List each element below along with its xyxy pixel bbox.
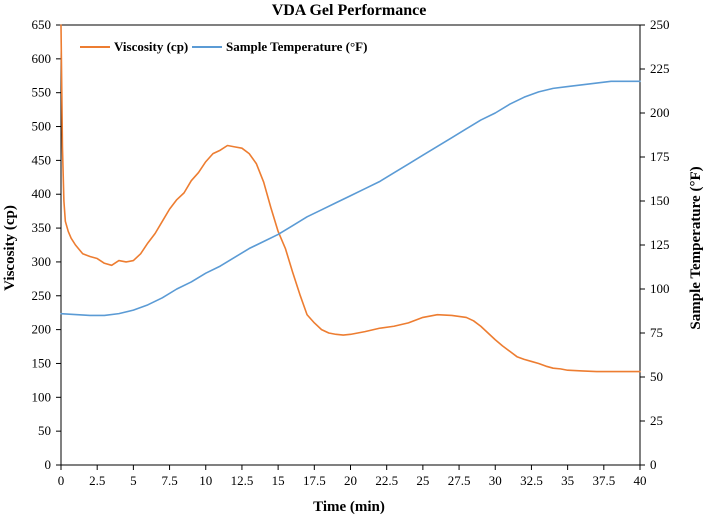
plot-area: 0501001502002503003504004505005506006500… [32, 17, 670, 488]
y2-tick-label: 0 [650, 457, 657, 472]
y-tick-label: 250 [32, 288, 52, 303]
y-tick-label: 50 [38, 423, 51, 438]
x-tick-label: 37.5 [592, 473, 615, 488]
x-tick-label: 20 [344, 473, 357, 488]
y2-tick-label: 175 [650, 149, 670, 164]
viscosity-series-line [60, 24, 641, 373]
x-tick-label: 5 [130, 473, 137, 488]
y-tick-label: 0 [45, 457, 52, 472]
y-tick-label: 500 [32, 119, 52, 134]
x-tick-label: 7.5 [161, 473, 177, 488]
x-tick-label: 2.5 [89, 473, 105, 488]
x-tick-label: 35 [561, 473, 574, 488]
plot-frame [60, 24, 641, 466]
legend-label-viscosity: Viscosity (cp) [114, 39, 188, 54]
y2-tick-label: 75 [650, 325, 663, 340]
y-tick-label: 600 [32, 51, 52, 66]
y-tick-label: 650 [32, 17, 52, 32]
y-tick-label: 550 [32, 85, 52, 100]
y-tick-label: 350 [32, 220, 52, 235]
x-tick-label: 0 [58, 473, 65, 488]
legend: Viscosity (cp) Sample Temperature (°F) [80, 39, 367, 54]
y-axis-title: Viscosity (cp) [2, 205, 18, 291]
y2-tick-label: 150 [650, 193, 670, 208]
x-tick-label: 25 [416, 473, 429, 488]
x-axis-title: Time (min) [313, 499, 385, 515]
x-tick-label: 15 [272, 473, 285, 488]
y-tick-label: 450 [32, 152, 52, 167]
x-tick-label: 27.5 [448, 473, 471, 488]
y2-tick-label: 250 [650, 17, 670, 32]
x-tick-label: 12.5 [231, 473, 254, 488]
y2-tick-label: 125 [650, 237, 670, 252]
legend-label-temperature: Sample Temperature (°F) [226, 39, 367, 54]
y-tick-label: 300 [32, 254, 52, 269]
x-tick-label: 17.5 [303, 473, 326, 488]
y-tick-label: 100 [32, 389, 52, 404]
y2-tick-label: 25 [650, 413, 663, 428]
y2-axis-title: Sample Temperature (°F) [688, 166, 704, 329]
x-tick-label: 32.5 [520, 473, 543, 488]
y2-tick-label: 100 [650, 281, 670, 296]
y-tick-label: 400 [32, 186, 52, 201]
y2-tick-label: 225 [650, 61, 670, 76]
chart-title: VDA Gel Performance [272, 2, 427, 19]
x-tick-label: 30 [489, 473, 502, 488]
y-tick-label: 150 [32, 355, 52, 370]
x-tick-label: 22.5 [375, 473, 398, 488]
x-tick-label: 10 [199, 473, 212, 488]
temperature-series-line [60, 80, 641, 317]
y-tick-label: 200 [32, 322, 52, 337]
y2-tick-label: 50 [650, 369, 663, 384]
x-tick-label: 40 [634, 473, 647, 488]
y2-tick-label: 200 [650, 105, 670, 120]
